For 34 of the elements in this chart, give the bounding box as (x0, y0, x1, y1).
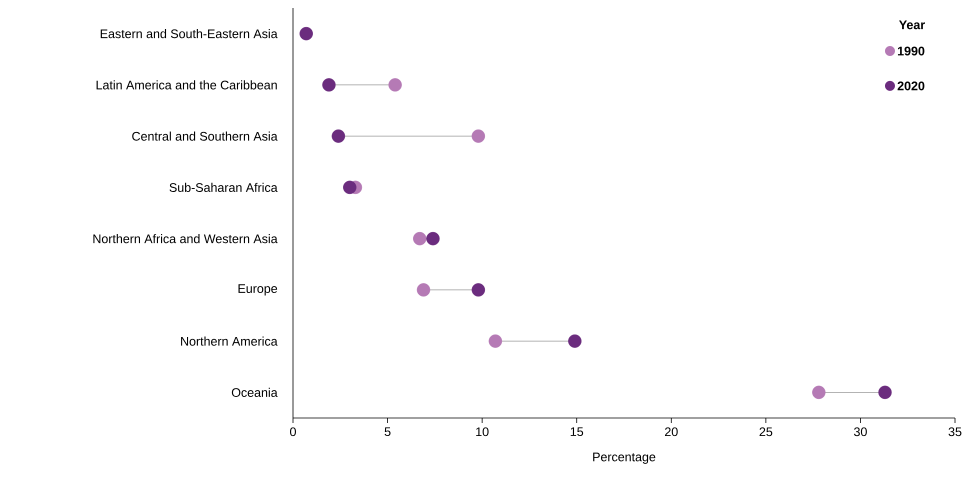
point (322, 78, 336, 92)
x-tick-label: 10 (476, 427, 489, 436)
y-tick-label: Oceania (232, 388, 278, 397)
y-tick-label: Latin America and the Caribbean (96, 80, 277, 90)
y-tick-label: Sub-Saharan Africa (170, 182, 278, 192)
point (488, 334, 502, 348)
y-tick-label: Eastern and South-Eastern Asia (100, 29, 278, 38)
x-tick-label: 35 (948, 427, 962, 436)
point (343, 180, 356, 194)
point (812, 386, 826, 400)
x-axis-title: Percentage (593, 452, 656, 464)
x-tick-label: 0 (290, 427, 296, 436)
point (300, 26, 313, 40)
y-tick-label: Europe (238, 284, 278, 296)
x-tick-label: 15 (570, 427, 584, 436)
y-tick-label: Northern Africa and Western Asia (93, 234, 278, 244)
legend-title: Year (899, 20, 925, 30)
legend-label: 2020 (898, 82, 924, 90)
x-tick-label: 5 (384, 427, 391, 436)
point (878, 386, 892, 400)
point (332, 129, 346, 143)
x-tick-label: 30 (854, 427, 867, 436)
y-tick-label: Northern America (181, 336, 278, 346)
x-tick-label: 20 (664, 427, 678, 436)
x-tick-label: 25 (760, 427, 772, 436)
point (413, 232, 426, 246)
point (426, 232, 440, 246)
point (388, 78, 402, 92)
y-tick-label: Central and Southern Asia (132, 132, 278, 141)
point (472, 283, 486, 297)
point (568, 334, 582, 348)
point (416, 283, 430, 297)
point (472, 129, 486, 143)
legend-label: 1990 (898, 46, 924, 56)
